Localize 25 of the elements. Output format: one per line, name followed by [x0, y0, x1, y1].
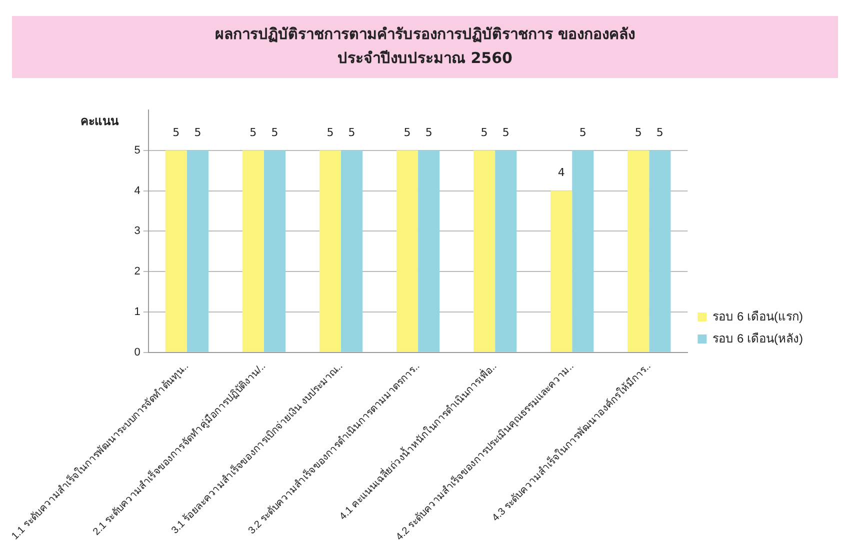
data-label: 5 — [172, 126, 180, 139]
y-axis-title: คะแนน — [80, 114, 120, 128]
chart-subtitle: ประจำปีงบประมาณ 2560 — [336, 48, 514, 69]
legend-label: รอบ 6 เดือน(หลัง) — [712, 331, 804, 346]
data-label: 5 — [656, 126, 664, 139]
y-tick-label: 4 — [134, 184, 140, 197]
data-label: 5 — [250, 126, 257, 139]
data-label: 5 — [326, 126, 334, 139]
y-tick-label: 3 — [134, 225, 140, 238]
data-label: 5 — [502, 126, 510, 139]
chart-title: ผลการปฏิบัติราชการตามคำรับรองการปฏิบัติราชการ ของกองคลัง — [214, 24, 636, 45]
data-label: 5 — [404, 126, 411, 139]
legend-label: รอบ 6 เดือน(แรก) — [712, 309, 804, 324]
data-label: 5 — [348, 126, 356, 139]
data-label: 4 — [558, 166, 565, 180]
y-tick-label: 5 — [134, 144, 140, 156]
data-label: 5 — [271, 126, 278, 139]
y-tick-label: 1 — [134, 306, 140, 318]
data-label: 5 — [480, 126, 488, 139]
y-tick-label: 2 — [134, 266, 140, 278]
data-label: 5 — [579, 126, 586, 139]
data-label: 5 — [194, 126, 202, 139]
data-label: 5 — [634, 126, 642, 139]
y-tick-label: 0 — [134, 346, 140, 358]
data-label: 5 — [425, 126, 432, 139]
